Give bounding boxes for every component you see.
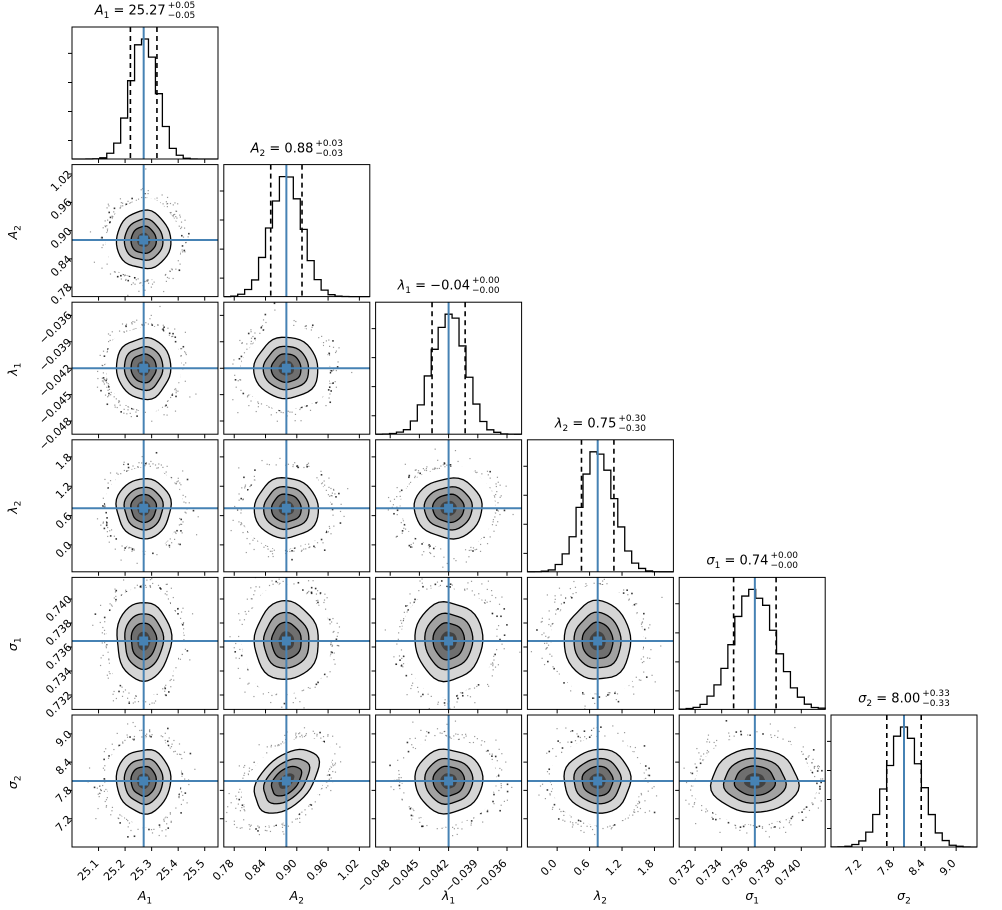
title-uncertainty-sigma1: +0.00 −0.00 [770, 551, 799, 572]
x-axis-label-lambda1: λ1 [442, 888, 456, 907]
x-axis-label-sigma1: σ1 [745, 888, 760, 907]
y-axis-label-lambda1: λ1 [4, 362, 24, 377]
panel-title-lambda1: λ1 = −0.04 +0.00 −0.00 [397, 276, 500, 297]
title-uncertainty-sigma2: +0.33 −0.33 [922, 689, 950, 710]
title-uncertainty-lambda1: +0.00 −0.00 [472, 276, 500, 297]
panel-title-A2: A2 = 0.88 +0.03 −0.03 [250, 138, 343, 159]
x-axis-label-A1: A1 [137, 888, 153, 907]
y-axis-label-lambda2: λ2 [4, 500, 24, 514]
panel-title-sigma1: σ1 = 0.74 +0.00 −0.00 [706, 551, 799, 572]
y-axis-label-sigma2: σ2 [4, 775, 24, 790]
panel-title-sigma2: σ2 = 8.00 +0.33 −0.33 [858, 689, 950, 710]
title-uncertainty-A2: +0.03 −0.03 [315, 138, 343, 159]
panel-title-lambda2: λ2 = 0.75 +0.30 −0.30 [554, 413, 646, 434]
x-axis-label-sigma2: σ2 [897, 888, 911, 907]
y-axis-label-sigma1: σ1 [4, 637, 24, 652]
y-axis-label-A2: A2 [4, 224, 24, 239]
title-uncertainty-A1: +0.05 −0.05 [167, 1, 196, 22]
x-axis-label-lambda2: λ2 [593, 888, 607, 907]
title-uncertainty-lambda2: +0.30 −0.30 [618, 413, 646, 434]
panel-title-A1: A1 = 25.27 +0.05 −0.05 [94, 1, 196, 22]
x-axis-label-A2: A2 [289, 888, 304, 907]
